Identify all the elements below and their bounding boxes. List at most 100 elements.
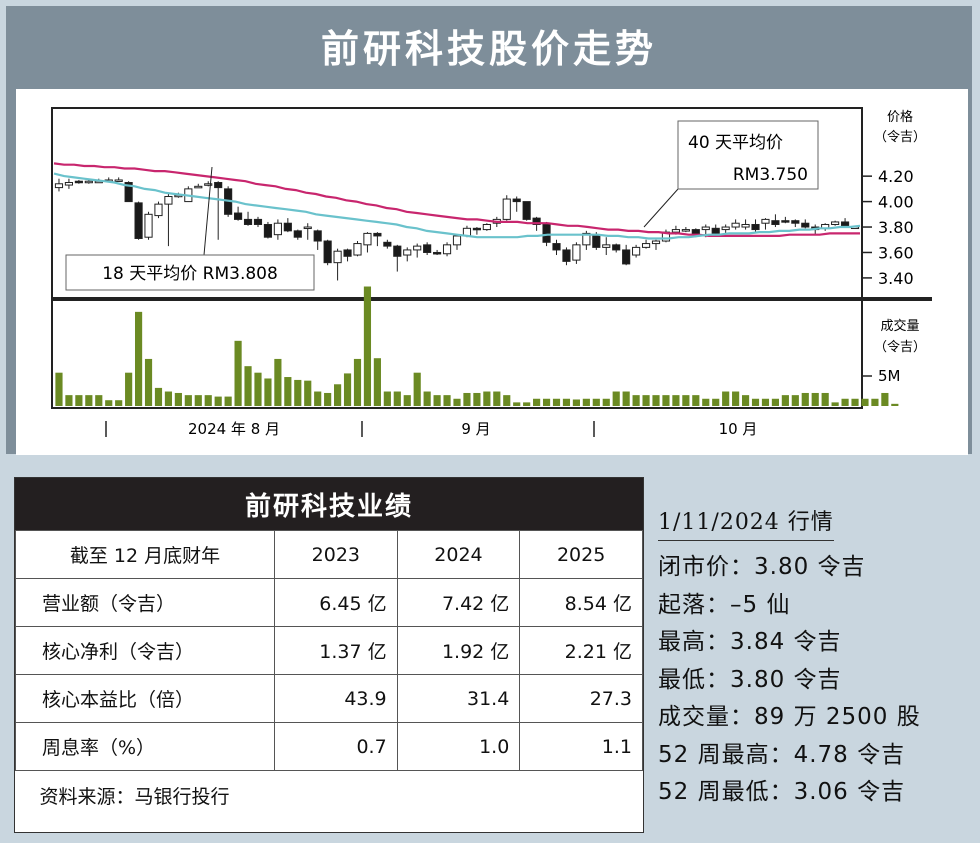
volume-bar xyxy=(831,402,839,406)
candle-body xyxy=(612,244,621,251)
performance-title: 前研科技业绩 xyxy=(15,478,643,530)
volume-bar xyxy=(493,391,501,406)
volume-bar xyxy=(513,402,521,406)
volume-bar xyxy=(483,391,491,406)
source-note: 资料来源：马银行投行 xyxy=(39,785,230,808)
volume-bar xyxy=(413,372,421,406)
volume-bar xyxy=(164,391,173,406)
candle-body xyxy=(582,232,591,246)
volume-traded: 成交量：89 万 2500 股 xyxy=(658,704,921,730)
volume-bar xyxy=(811,392,819,406)
volume-bar xyxy=(353,358,362,406)
volume-bar xyxy=(224,396,232,406)
volume-bar xyxy=(732,391,740,406)
volume-bar xyxy=(75,395,83,406)
candle-body xyxy=(164,196,173,205)
volume-bar xyxy=(154,387,163,406)
table-cell: 0.7 xyxy=(274,722,398,771)
candle-body xyxy=(234,212,243,220)
ma40-callout-line1: 40 天平均价 xyxy=(688,133,783,153)
table-cell: 31.4 xyxy=(396,674,521,723)
candle-body xyxy=(771,220,780,225)
candle-body xyxy=(562,249,571,262)
volume-bar xyxy=(523,402,531,406)
volume-bar xyxy=(264,378,272,406)
candle-body xyxy=(204,183,213,186)
candle-body xyxy=(791,220,800,224)
volume-bar xyxy=(125,372,133,406)
candle-body xyxy=(293,230,302,238)
price-tick-label: 3.80 xyxy=(878,218,914,237)
row-label: 营业额（令吉） xyxy=(15,578,275,627)
candle-body xyxy=(542,223,551,243)
candle-body xyxy=(303,226,312,230)
volume-bar xyxy=(503,395,511,406)
volume-bar xyxy=(214,396,222,406)
table-row: 核心净利（令吉） 1.37 亿 1.92 亿 2.21 亿 xyxy=(15,626,643,675)
candle-body xyxy=(134,202,143,239)
volume-bar xyxy=(712,398,720,406)
volume-bar xyxy=(85,395,93,406)
ma18-callout xyxy=(65,254,315,291)
candle-body xyxy=(761,218,770,224)
candle-body xyxy=(632,246,641,256)
volume-bar xyxy=(55,372,63,406)
price-tick-label: 4.00 xyxy=(878,193,914,212)
candle-body xyxy=(373,232,382,237)
candle-body xyxy=(253,218,263,225)
candle-body xyxy=(313,230,322,242)
volume-bar xyxy=(453,398,461,406)
ma40-callout-line xyxy=(643,188,679,228)
table-row: 营业额（令吉） 6.45 亿 7.42 亿 8.54 亿 xyxy=(15,578,643,627)
candle-body xyxy=(671,229,680,233)
candle-body xyxy=(263,223,273,238)
candle-body xyxy=(433,251,442,255)
candle-body xyxy=(651,240,661,245)
volume-bar xyxy=(363,286,372,406)
table-cell: 6.45 亿 xyxy=(274,578,398,627)
candle-body xyxy=(353,243,362,256)
day-high: 最高：3.84 令吉 xyxy=(658,629,842,655)
candle-body xyxy=(74,180,83,184)
row-label: 核心净利（令吉） xyxy=(15,626,275,675)
candle-body xyxy=(243,218,253,225)
volume-bar xyxy=(383,391,391,406)
candle-body xyxy=(602,244,611,248)
volume-bar xyxy=(722,391,730,406)
candle-body xyxy=(641,243,651,248)
performance-table: 截至 12 月底财年 2023 2024 2025 营业额（令吉） 6.45 亿… xyxy=(15,530,643,819)
candle-body xyxy=(592,235,601,248)
volume-bar xyxy=(194,395,202,406)
volume-bar xyxy=(702,398,710,406)
volume-bar xyxy=(433,395,441,406)
candle-body xyxy=(54,183,64,189)
table-cell: 7.42 亿 xyxy=(396,578,521,627)
volume-bar xyxy=(572,399,580,406)
volume-tick-label: 5M xyxy=(878,367,901,385)
candle-body xyxy=(512,198,521,203)
price-axis-unit: （令吉） xyxy=(874,130,926,145)
ma18-callout-line xyxy=(203,166,213,256)
volume-bar xyxy=(274,358,282,406)
title-bar: 前研科技股价走势 xyxy=(6,6,972,84)
volume-bar xyxy=(244,366,252,406)
candle-body xyxy=(532,217,541,225)
candle-body xyxy=(273,222,282,236)
price-axis-label: 价格 xyxy=(887,109,913,125)
volume-bar xyxy=(632,395,640,406)
volume-bar xyxy=(423,391,431,406)
volume-plot-frame xyxy=(51,298,863,409)
candle-body xyxy=(801,222,810,228)
volume-bar xyxy=(403,395,411,406)
volume-bar xyxy=(294,379,302,406)
candle-body xyxy=(124,182,133,203)
volume-bar xyxy=(184,395,192,406)
volume-bar xyxy=(741,395,750,406)
volume-bar xyxy=(612,391,620,406)
ma18-line xyxy=(53,172,861,240)
candle-body xyxy=(64,182,74,186)
candle-body xyxy=(522,201,531,220)
header-cell: 截至 12 月底财年 xyxy=(15,530,275,579)
source-row: 资料来源：马银行投行 xyxy=(16,771,643,820)
candle-body xyxy=(363,232,372,246)
